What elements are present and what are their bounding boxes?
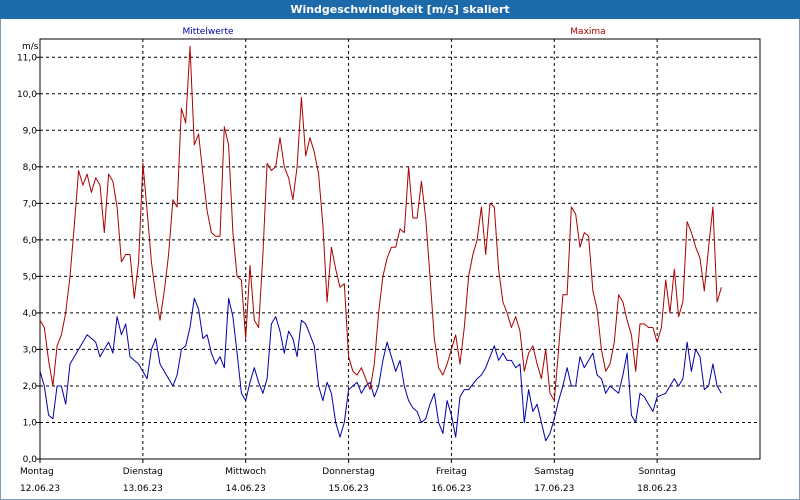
y-tick-label: 0,0 xyxy=(23,455,38,465)
series-layer xyxy=(39,45,722,442)
y-tick-label: 2,0 xyxy=(23,382,38,392)
y-tick-label: 1,0 xyxy=(23,418,38,428)
x-axis: Montag 12.06.23 Dienstag 13.06.23 Mittwoch 14… xyxy=(20,459,677,494)
x-tick-day: Mittwoch xyxy=(225,467,266,477)
y-tick-label: 5,0 xyxy=(23,272,38,282)
y-tick-label: 6,0 xyxy=(23,236,38,246)
x-tick-day: Samstag xyxy=(535,467,574,477)
x-tick-date: 16.06.23 xyxy=(431,484,471,494)
y-tick-label: 9,0 xyxy=(23,126,38,136)
legend-maxima: Maxima xyxy=(570,27,605,37)
wind-speed-chart: 0,0 1,0 2,0 3,0 4,0 5,0 6,0 7,0 8,0 9,0 10,0 11,0 M… xyxy=(17,27,761,494)
x-tick-date: 17.06.23 xyxy=(534,484,574,494)
x-tick-day: Dienstag xyxy=(123,467,163,477)
y-tick-label: 10,0 xyxy=(17,90,37,100)
y-axis-label: m/s xyxy=(22,42,39,52)
x-tick-day: Donnerstag xyxy=(322,467,375,477)
x-tick-date: 14.06.23 xyxy=(226,484,266,494)
x-tick-day: Freitag xyxy=(436,467,467,477)
y-tick-label: 4,0 xyxy=(23,309,38,319)
y-tick-label: 3,0 xyxy=(23,345,38,355)
plot-area-frame xyxy=(39,38,761,460)
y-tick-label: 11,0 xyxy=(17,53,37,63)
legend-mittelwerte: Mittelwerte xyxy=(182,27,233,37)
grid xyxy=(40,39,760,459)
y-tick-label: 8,0 xyxy=(23,163,38,173)
y-tick-label: 7,0 xyxy=(23,199,38,209)
x-tick-day: Montag xyxy=(20,467,54,477)
x-tick-date: 18.06.23 xyxy=(637,484,677,494)
x-tick-date: 15.06.23 xyxy=(329,484,369,494)
series-line-maxima xyxy=(39,45,722,402)
y-axis: 0,0 1,0 2,0 3,0 4,0 5,0 6,0 7,0 8,0 9,0 10,0 11,0 xyxy=(17,53,40,465)
chart-title: Windgeschwindigkeit [m/s] skaliert xyxy=(0,0,800,19)
series-line-mittelwerte xyxy=(39,297,722,442)
x-tick-day: Sonntag xyxy=(638,467,675,477)
x-tick-date: 13.06.23 xyxy=(123,484,163,494)
x-tick-date: 12.06.23 xyxy=(20,484,60,494)
